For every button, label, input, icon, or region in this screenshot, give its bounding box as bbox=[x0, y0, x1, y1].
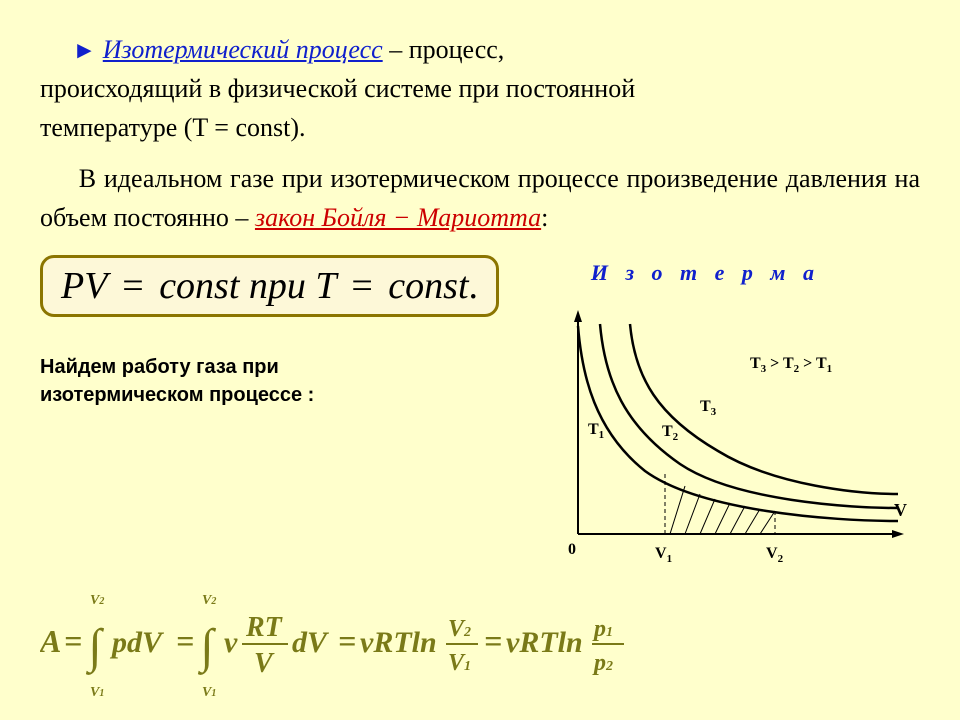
curve-t3 bbox=[630, 324, 898, 494]
int2-sign-icon: ∫ bbox=[197, 620, 217, 675]
arrow-icon: ► bbox=[73, 38, 97, 64]
int2-dv: dV bbox=[292, 626, 330, 659]
int-A: A bbox=[40, 623, 61, 659]
label-v2: V2 bbox=[766, 545, 784, 565]
term-isothermal: Изотермический процесс bbox=[103, 35, 383, 64]
formula-const2: const bbox=[388, 265, 468, 307]
frac-v2: V2 bbox=[448, 616, 471, 642]
int2-high: V2 bbox=[202, 593, 216, 608]
formula-npu: при bbox=[249, 265, 306, 307]
frac-rt: RT bbox=[245, 612, 284, 643]
label-t3: T3 bbox=[700, 398, 717, 418]
int-eq2: = bbox=[176, 623, 194, 659]
law-boyle-mariotte: закон Бойля − Мариотта bbox=[255, 203, 541, 232]
isotherm-chart: T1 T2 T3 0 V1 V2 V T3 > T2 > T1 bbox=[550, 296, 920, 596]
y-axis-arrow-icon bbox=[574, 310, 582, 322]
def-rest: – процесс, bbox=[383, 35, 505, 64]
isotherm-title: И з о т е р м а bbox=[591, 260, 820, 286]
formula-box: PV = const при T = const. bbox=[40, 255, 499, 317]
int1-high: V2 bbox=[90, 593, 104, 608]
def-line-2: происходящий в физической системе при по… bbox=[40, 69, 920, 108]
int1-sign-icon: ∫ bbox=[85, 620, 105, 675]
label-relation: T3 > T2 > T1 bbox=[750, 355, 832, 375]
label-t1: T1 bbox=[588, 421, 604, 441]
int-eq4: = bbox=[484, 623, 502, 659]
int2-low: V1 bbox=[202, 685, 216, 700]
integral-svg: A = V2 ∫ V1 pdV = V2 ∫ V1 ν RT V dV = νR… bbox=[40, 590, 660, 700]
integral-formula: A = V2 ∫ V1 pdV = V2 ∫ V1 ν RT V dV = νR… bbox=[40, 590, 660, 700]
def-line-3: температуре (T = const). bbox=[40, 108, 920, 147]
definition-block: ► Изотермический процесс – процесс, прои… bbox=[40, 30, 920, 147]
label-v-axis: V bbox=[894, 500, 907, 520]
label-origin: 0 bbox=[568, 541, 576, 558]
formula-lhs: PV bbox=[61, 265, 107, 307]
int-eq1: = bbox=[64, 623, 82, 659]
term4-nurtln: νRTln bbox=[506, 626, 583, 659]
label-v1: V1 bbox=[655, 545, 672, 565]
para2-after: : bbox=[541, 203, 548, 232]
formula-dot: . bbox=[469, 265, 479, 307]
int1-pdv: pdV bbox=[109, 626, 165, 659]
paragraph-law: В идеальном газе при изотермическом проц… bbox=[40, 159, 920, 237]
def-line-1: ► Изотермический процесс – процесс, bbox=[40, 30, 920, 69]
formula-eq2: = bbox=[351, 265, 372, 307]
formula-eq1: = bbox=[122, 265, 143, 307]
formula-T: T bbox=[315, 265, 335, 307]
x-axis-arrow-icon bbox=[892, 530, 904, 538]
frac-p2: p2 bbox=[592, 650, 613, 676]
int2-nu: ν bbox=[224, 626, 238, 659]
chart-svg: T1 T2 T3 0 V1 V2 V T3 > T2 > T1 bbox=[550, 296, 920, 596]
frac-p1: p1 bbox=[592, 616, 613, 642]
formula-const1: const bbox=[159, 265, 239, 307]
term3-nurtln: νRTln bbox=[360, 626, 437, 659]
frac-v1: V1 bbox=[448, 650, 471, 676]
main-formula: PV = const при T = const. bbox=[61, 265, 478, 307]
frac-v: V bbox=[254, 648, 275, 679]
int1-low: V1 bbox=[90, 685, 104, 700]
int-eq3: = bbox=[338, 623, 356, 659]
label-t2: T2 bbox=[662, 423, 679, 443]
curve-t2 bbox=[600, 324, 898, 508]
